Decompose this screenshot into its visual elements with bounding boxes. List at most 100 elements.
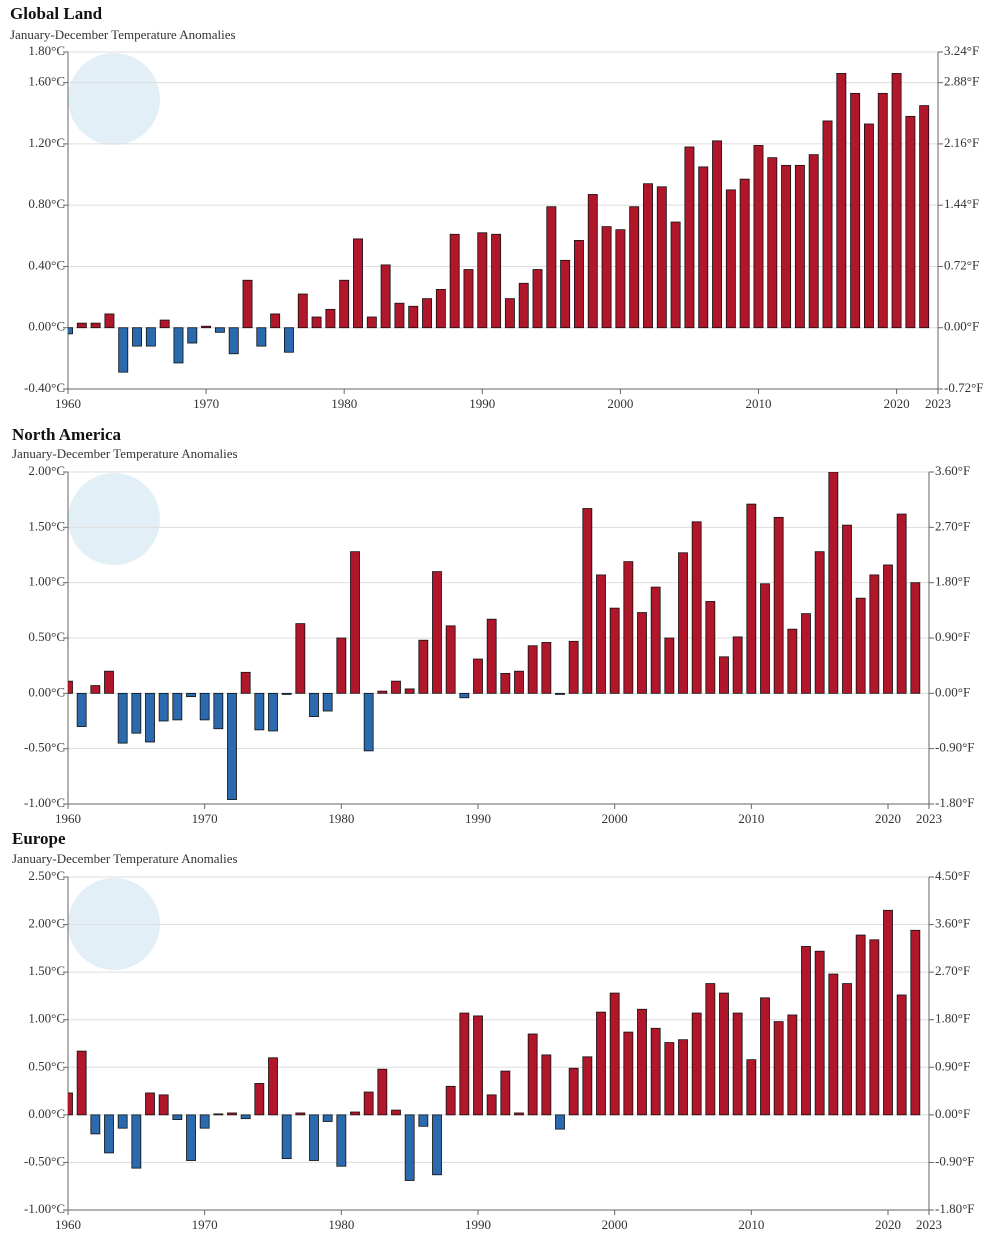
y2-tick-label: 0.00°F bbox=[944, 319, 979, 334]
bar bbox=[555, 692, 565, 695]
y2-tick-label: 1.80°F bbox=[935, 574, 970, 589]
bar bbox=[445, 625, 456, 694]
bar bbox=[910, 929, 921, 1116]
bar bbox=[297, 293, 308, 329]
bar bbox=[445, 1085, 456, 1116]
chart-panel: Europe January-December Temperature Anoma… bbox=[12, 829, 975, 1232]
bar bbox=[629, 206, 640, 329]
bar bbox=[836, 73, 847, 329]
x-tick-label: 2020 bbox=[875, 811, 901, 826]
bar bbox=[582, 1056, 593, 1116]
bar bbox=[678, 552, 688, 694]
bar bbox=[910, 582, 921, 694]
bar bbox=[325, 308, 336, 329]
x-tick-label: 1960 bbox=[55, 1217, 81, 1232]
bar bbox=[104, 670, 114, 694]
bar bbox=[869, 574, 880, 694]
bar bbox=[877, 92, 888, 329]
bar bbox=[719, 656, 729, 694]
chart-panel: North America January-December Temperatur… bbox=[12, 425, 975, 826]
y-tick-label: 0.50°C bbox=[28, 629, 65, 644]
bar bbox=[295, 623, 306, 694]
chart-panel: Global Land January-December Temperature … bbox=[10, 4, 984, 411]
y-tick-label: 0.00°C bbox=[28, 684, 65, 699]
bar bbox=[746, 503, 757, 694]
x-tick-label: 2010 bbox=[738, 811, 764, 826]
x-tick-label: 1980 bbox=[328, 1217, 354, 1232]
bar bbox=[828, 973, 839, 1116]
bar bbox=[68, 327, 73, 335]
y-tick-label: 2.50°C bbox=[28, 868, 65, 883]
bar bbox=[201, 325, 212, 329]
bar bbox=[773, 1021, 784, 1116]
bar bbox=[637, 1008, 647, 1116]
bar bbox=[518, 282, 529, 329]
y-tick-label: 0.80°C bbox=[28, 196, 65, 211]
bar bbox=[828, 472, 839, 694]
bar bbox=[532, 269, 543, 329]
bar bbox=[787, 628, 798, 694]
x-tick-label: 1990 bbox=[469, 396, 495, 411]
bar bbox=[158, 1094, 169, 1116]
bar bbox=[883, 564, 893, 694]
bar bbox=[596, 574, 606, 694]
x-tick-label: 2000 bbox=[602, 1217, 628, 1232]
y-tick-label: 0.40°C bbox=[28, 257, 65, 272]
y2-tick-label: 3.60°F bbox=[935, 916, 970, 931]
bars bbox=[68, 472, 921, 800]
bar bbox=[808, 154, 819, 329]
bar bbox=[404, 1114, 415, 1181]
bar bbox=[76, 322, 87, 329]
y2-tick-label: 2.16°F bbox=[944, 135, 979, 150]
bar bbox=[514, 670, 524, 694]
bar bbox=[732, 636, 743, 694]
bar bbox=[254, 1083, 265, 1116]
y-tick-label: -1.00°C bbox=[24, 795, 65, 810]
bar bbox=[855, 934, 866, 1116]
logo bbox=[68, 473, 160, 565]
bar bbox=[473, 1015, 483, 1116]
bar bbox=[418, 1114, 429, 1127]
bar bbox=[213, 1113, 224, 1116]
bar bbox=[408, 305, 419, 329]
bar bbox=[228, 327, 239, 355]
bar bbox=[363, 1091, 374, 1116]
bar bbox=[541, 642, 552, 694]
chart-subtitle: January-December Temperature Anomalies bbox=[12, 446, 238, 461]
bar bbox=[568, 1067, 579, 1116]
bar bbox=[656, 186, 667, 329]
y2-tick-label: -1.80°F bbox=[935, 795, 975, 810]
bar bbox=[350, 551, 360, 694]
bar bbox=[650, 1027, 661, 1116]
bar bbox=[90, 322, 101, 329]
bar bbox=[186, 1114, 196, 1161]
bar bbox=[814, 551, 825, 694]
bar bbox=[68, 1092, 73, 1116]
bar bbox=[432, 571, 442, 694]
bar bbox=[172, 692, 183, 721]
chart-subtitle: January-December Temperature Anomalies bbox=[12, 851, 238, 866]
x-tick-label: 2010 bbox=[738, 1217, 764, 1232]
bar bbox=[281, 692, 292, 695]
bar bbox=[650, 586, 661, 694]
x-tick-label: 2010 bbox=[745, 396, 771, 411]
bar bbox=[615, 229, 626, 329]
bar bbox=[814, 950, 825, 1116]
bar bbox=[842, 524, 852, 694]
bar bbox=[850, 92, 861, 329]
bar bbox=[213, 692, 224, 730]
bar bbox=[863, 123, 874, 329]
x-tick-label: 2020 bbox=[884, 396, 910, 411]
bar bbox=[582, 508, 593, 694]
x-tick-label: 1960 bbox=[55, 396, 81, 411]
bar bbox=[527, 1033, 538, 1116]
bar bbox=[670, 221, 681, 329]
bar bbox=[336, 637, 347, 694]
bar bbox=[896, 513, 907, 694]
y2-tick-label: 4.50°F bbox=[935, 868, 970, 883]
bar bbox=[68, 680, 73, 694]
bar bbox=[855, 597, 866, 694]
bar bbox=[118, 327, 129, 373]
bar bbox=[787, 1014, 798, 1116]
y2-tick-label: 3.60°F bbox=[935, 463, 970, 478]
